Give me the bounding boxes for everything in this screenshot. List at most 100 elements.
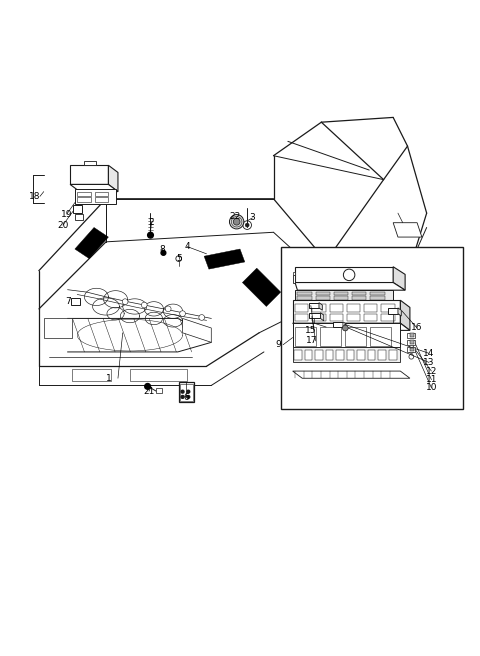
Bar: [180, 384, 192, 401]
Bar: [298, 292, 312, 295]
Circle shape: [199, 315, 204, 320]
Bar: [295, 327, 316, 346]
Text: 8: 8: [159, 245, 165, 253]
Bar: [407, 333, 415, 338]
Circle shape: [187, 396, 190, 398]
Text: 1: 1: [106, 374, 111, 382]
Polygon shape: [70, 184, 118, 192]
Polygon shape: [204, 249, 245, 269]
Circle shape: [229, 215, 244, 229]
Polygon shape: [293, 371, 410, 379]
Circle shape: [122, 298, 128, 304]
Polygon shape: [44, 318, 72, 338]
Polygon shape: [70, 165, 108, 184]
Bar: [295, 314, 309, 321]
Bar: [381, 304, 395, 312]
Bar: [364, 314, 377, 321]
Polygon shape: [343, 322, 346, 329]
Bar: [316, 297, 330, 300]
Circle shape: [187, 390, 190, 393]
Bar: [130, 369, 187, 380]
Polygon shape: [310, 302, 319, 308]
Bar: [347, 304, 360, 312]
Bar: [410, 340, 414, 344]
Bar: [334, 297, 348, 300]
Polygon shape: [388, 308, 398, 314]
Polygon shape: [84, 161, 96, 165]
Polygon shape: [398, 308, 401, 316]
Circle shape: [181, 396, 184, 398]
Circle shape: [142, 302, 147, 308]
Bar: [364, 304, 377, 312]
Bar: [407, 340, 415, 345]
Text: 6: 6: [183, 393, 189, 402]
Text: 7: 7: [65, 297, 71, 306]
Bar: [352, 297, 366, 300]
Polygon shape: [293, 323, 410, 331]
Circle shape: [180, 311, 185, 316]
Polygon shape: [295, 290, 393, 302]
Bar: [329, 314, 343, 321]
Text: 19: 19: [61, 209, 72, 218]
Bar: [334, 292, 348, 295]
Text: 14: 14: [423, 349, 435, 358]
Polygon shape: [321, 313, 324, 321]
Bar: [95, 197, 108, 202]
Bar: [77, 197, 91, 202]
Bar: [312, 304, 325, 312]
Bar: [95, 192, 108, 196]
Bar: [315, 350, 323, 360]
Polygon shape: [400, 300, 410, 331]
Polygon shape: [108, 165, 118, 192]
Text: 4: 4: [184, 242, 190, 251]
Circle shape: [161, 251, 166, 255]
Bar: [305, 350, 312, 360]
Text: 11: 11: [426, 375, 437, 384]
Polygon shape: [393, 267, 405, 290]
Polygon shape: [333, 322, 343, 327]
Bar: [407, 347, 415, 352]
Bar: [368, 350, 375, 360]
Bar: [329, 304, 343, 312]
Text: 2: 2: [149, 218, 154, 227]
Polygon shape: [293, 347, 400, 361]
Circle shape: [342, 325, 348, 331]
Bar: [72, 369, 111, 380]
Bar: [156, 388, 162, 393]
Bar: [75, 189, 116, 203]
Bar: [347, 314, 360, 321]
Circle shape: [181, 390, 184, 393]
Circle shape: [148, 232, 154, 238]
Bar: [410, 333, 414, 337]
Circle shape: [145, 384, 151, 389]
Polygon shape: [293, 323, 400, 347]
Bar: [75, 214, 83, 220]
Text: 16: 16: [411, 323, 423, 333]
Text: 9: 9: [276, 340, 281, 349]
Text: 13: 13: [423, 358, 435, 367]
Bar: [295, 304, 309, 312]
Text: 5: 5: [176, 254, 181, 263]
Circle shape: [165, 306, 171, 312]
Text: 21: 21: [144, 386, 155, 396]
Bar: [179, 382, 194, 402]
Polygon shape: [393, 222, 422, 237]
Bar: [345, 327, 366, 346]
Polygon shape: [310, 313, 321, 318]
Bar: [370, 327, 391, 346]
Bar: [298, 297, 312, 300]
Bar: [347, 350, 354, 360]
Bar: [281, 247, 463, 409]
Text: 17: 17: [306, 337, 318, 346]
Text: 10: 10: [426, 383, 437, 392]
Text: 15: 15: [305, 326, 316, 335]
Text: 20: 20: [57, 220, 69, 230]
Polygon shape: [75, 228, 108, 258]
Bar: [381, 314, 395, 321]
Polygon shape: [182, 318, 211, 342]
Bar: [370, 297, 384, 300]
Bar: [73, 205, 82, 213]
Text: 18: 18: [29, 192, 41, 201]
Text: 3: 3: [250, 213, 255, 222]
Polygon shape: [293, 300, 400, 323]
